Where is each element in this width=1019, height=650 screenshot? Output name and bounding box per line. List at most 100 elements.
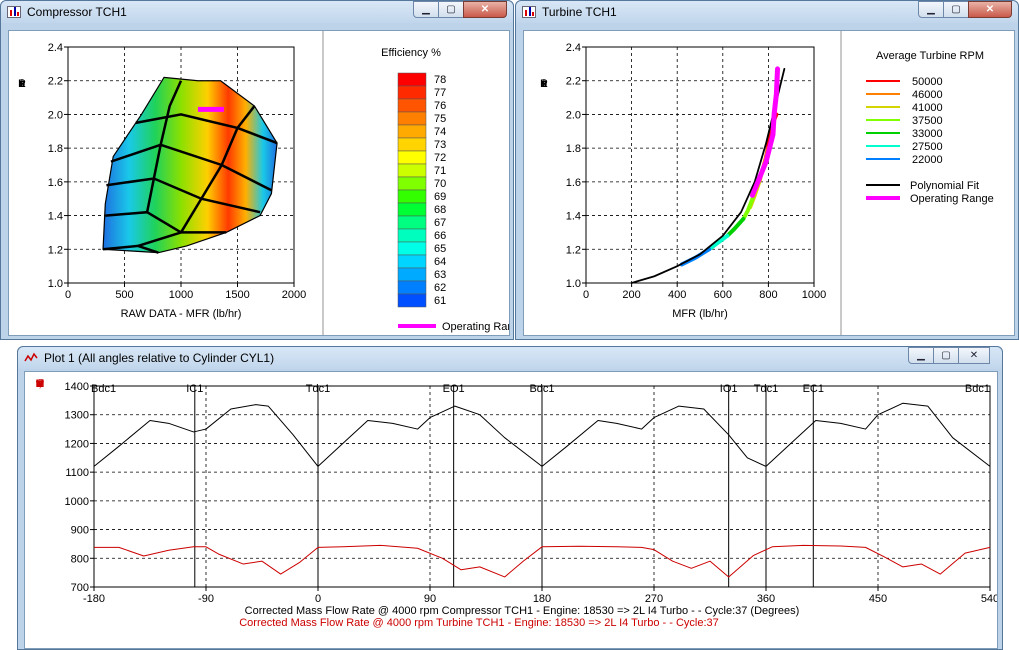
y-tick-label: 1.4: [48, 211, 63, 223]
y-label-letter: s: [37, 378, 43, 390]
legend-swatch: [397, 98, 427, 113]
x-tick-label: 500: [115, 289, 133, 301]
minimize-button[interactable]: ▁: [918, 1, 944, 18]
event-label: IC1: [186, 383, 203, 395]
event-label: EO1: [443, 383, 465, 395]
legend-level: 63: [434, 269, 446, 281]
y-label-letter: o: [18, 78, 26, 90]
legend-swatch: [397, 228, 427, 243]
y-label-letter: s: [19, 78, 25, 90]
turbine-titlebar[interactable]: Turbine TCH1 ▁ ▢ ✕: [516, 1, 1018, 23]
legend-swatch: [397, 124, 427, 139]
y-tick-label: 1.6: [48, 177, 63, 189]
x-tick-label: 1500: [225, 289, 249, 301]
turbine-window[interactable]: Turbine TCH1 ▁ ▢ ✕ 0 200 400 600 800 1000 1.0 1…: [515, 0, 1019, 340]
legend-rpm-label: 27500: [912, 141, 943, 153]
y-label-letter: a: [18, 78, 26, 90]
legend-rpm-label: 46000: [912, 89, 943, 101]
legend-swatch: [397, 293, 427, 308]
y-label-letter: a: [36, 378, 44, 390]
x-tick-label: 0: [65, 289, 71, 301]
plot1-window[interactable]: Plot 1 (All angles relative to Cylinder …: [17, 346, 1003, 650]
plot1-titlebar[interactable]: Plot 1 (All angles relative to Cylinder …: [18, 347, 1002, 369]
y-label-letter: u: [540, 78, 548, 90]
y-label-letter: P: [18, 78, 26, 90]
window-title: Turbine TCH1: [542, 5, 617, 19]
compressor-window[interactable]: Compressor TCH1 ▁ ▢ ✕ 0 500 1000 1500 2000 1.…: [0, 0, 514, 340]
legend-swatch: [397, 137, 427, 152]
legend-swatch: [397, 163, 427, 178]
minimize-button[interactable]: ▁: [413, 1, 439, 18]
close-button[interactable]: ✕: [968, 1, 1012, 18]
legend-rpm-label: 41000: [912, 102, 943, 114]
y-label-letter: e: [540, 78, 548, 90]
event-label: EC1: [803, 383, 824, 395]
event-label: IO1: [720, 383, 738, 395]
y-tick-label: 1.0: [566, 278, 581, 290]
x-tick-label: 800: [759, 289, 777, 301]
event-label: Tdc1: [306, 383, 330, 395]
legend-level: 65: [434, 243, 446, 255]
y-label-letter: i: [542, 78, 546, 90]
maximize-button[interactable]: ▢: [438, 1, 464, 18]
maximize-button[interactable]: ▢: [933, 347, 959, 364]
y-tick-label: 1.2: [566, 244, 581, 256]
x-tick-label: 0: [583, 289, 589, 301]
y-tick-label: 1.6: [566, 177, 581, 189]
legend-swatch: [397, 111, 427, 126]
close-button[interactable]: ✕: [958, 347, 990, 364]
compressor-titlebar[interactable]: Compressor TCH1 ▁ ▢ ✕: [1, 1, 513, 23]
maximize-button[interactable]: ▢: [943, 1, 969, 18]
legend-level: 73: [434, 139, 446, 151]
legend-level: 69: [434, 191, 446, 203]
y-label-letter: s: [541, 78, 547, 90]
y-label-letter: d: [36, 378, 44, 390]
legend-swatch: [397, 280, 427, 295]
minimize-button[interactable]: ▁: [908, 347, 934, 364]
efficiency-legend: Efficiency % 78 77 76 75 74 73 72 71 70 69 68 67 66 65…: [322, 31, 509, 335]
legend-swatch: [397, 72, 427, 87]
compressor-map-chart: 0 500 1000 1500 2000 1.0 1.2 1.4 1.6 1.8 2.0 2.2 2.4…: [48, 42, 307, 320]
legend-level: 64: [434, 256, 446, 268]
x-tick-label: 600: [714, 289, 732, 301]
legend-title: Average Turbine RPM: [876, 50, 984, 62]
legend-level: 72: [434, 152, 446, 164]
y-label-letter: P: [540, 78, 548, 90]
legend-level: 66: [434, 230, 446, 242]
y-label-letter: r: [20, 78, 24, 90]
y-label-letter: c: [37, 378, 43, 390]
legend-level: 76: [434, 100, 446, 112]
y-tick-label: 1.4: [566, 211, 581, 223]
series-line: [725, 216, 746, 238]
y-label-letter: o: [540, 78, 548, 90]
legend-rpm-label: 37500: [912, 115, 943, 127]
window-title: Compressor TCH1: [27, 5, 127, 19]
mass-flow-chart: -180 -90 0 90 180 270 360 450 540 700 800 900 1000 11…: [65, 381, 997, 629]
y-label-letter: o: [36, 378, 44, 390]
legend-operating-label: Operating Range: [910, 193, 994, 205]
legend-level: 78: [434, 74, 446, 86]
y-label-letter: e: [18, 78, 26, 90]
legend-swatch: [397, 267, 427, 282]
event-label: Bdc1: [91, 383, 116, 395]
y-label-letter: l: [38, 378, 42, 390]
y-tick-label: 2.0: [48, 109, 63, 121]
y-tick-label: 2.0: [566, 109, 581, 121]
y-label-letter: e: [36, 378, 44, 390]
speed-line: [135, 113, 278, 145]
close-button[interactable]: ✕: [463, 1, 507, 18]
legend-rpm-label: 22000: [912, 154, 943, 166]
chart-app-icon: [522, 6, 536, 18]
legend-level: 74: [434, 126, 446, 138]
x-axis-label: MFR (lb/hr): [672, 308, 728, 320]
efficiency-island-line: [137, 231, 182, 248]
x-tick-label: 400: [668, 289, 686, 301]
legend-swatch: [397, 189, 427, 204]
turbine-client: 0 200 400 600 800 1000 1.0 1.2 1.4 1.6 1.8 2.0 2.2 2.…: [523, 30, 1015, 336]
x-tick-label: 1000: [802, 289, 826, 301]
y-label-letter: t: [38, 378, 42, 390]
chart-app-icon: [7, 6, 21, 18]
y-tick-label: 700: [71, 582, 89, 594]
y-tick-label: 900: [71, 525, 89, 537]
event-label: Bdc1: [965, 383, 990, 395]
